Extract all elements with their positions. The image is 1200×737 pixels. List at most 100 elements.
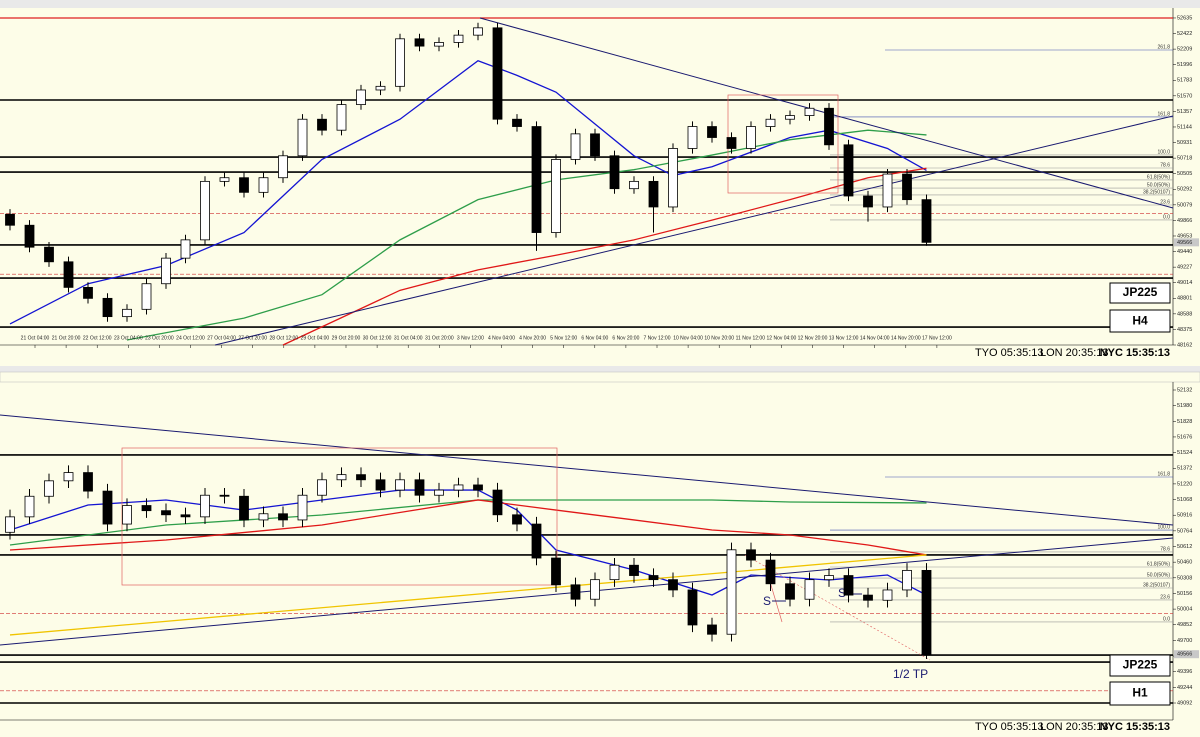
candle-body	[648, 180, 659, 208]
fib-label: 50.0(50%)	[1147, 572, 1170, 578]
candle-body	[648, 575, 659, 581]
x-tick-label: 23 Oct 20:00	[145, 335, 174, 341]
x-tick-label: 21 Oct 20:00	[52, 335, 81, 341]
y-tick-label: 52209	[1177, 47, 1192, 53]
y-tick-label: 49866	[1177, 218, 1192, 224]
y-tick-label: 51676	[1177, 434, 1192, 440]
y-tick-label: 50308	[1177, 575, 1192, 581]
clock: LON 20:35:13	[1040, 347, 1109, 359]
candle-body	[609, 564, 620, 581]
y-tick-label: 51996	[1177, 62, 1192, 68]
x-tick-label: 3 Nov 12:00	[457, 335, 484, 341]
candle-body	[726, 137, 737, 149]
fib-label: 23.6	[1160, 199, 1170, 205]
candle-body	[395, 38, 405, 87]
fib-label: 38.2(50107)	[1143, 582, 1170, 588]
candle-body	[317, 479, 327, 496]
panel-header	[0, 0, 1200, 8]
candle-body	[336, 104, 347, 131]
y-tick-label: 48375	[1177, 327, 1192, 333]
candle-body	[83, 286, 93, 299]
candle-body	[200, 180, 210, 241]
x-tick-label: 13 Nov 12:00	[829, 335, 859, 341]
candle-body	[863, 195, 873, 208]
y-tick-label: 50079	[1177, 202, 1192, 208]
candle-body	[492, 489, 503, 516]
trend-line	[0, 537, 1174, 646]
y-tick-label: 51068	[1177, 497, 1192, 503]
candle-body	[609, 155, 620, 190]
candle-body	[122, 308, 132, 318]
x-tick-label: 21 Oct 04:00	[21, 335, 50, 341]
candle-body	[512, 514, 522, 525]
last-price-box	[1174, 238, 1199, 247]
y-tick-label: 49244	[1177, 685, 1192, 691]
x-tick-label: 29 Oct 20:00	[332, 335, 361, 341]
candle-body	[882, 173, 893, 208]
x-tick-label: 27 Oct 04:00	[207, 335, 236, 341]
x-tick-label: 7 Nov 12:00	[644, 335, 671, 341]
candle-body	[180, 239, 191, 259]
annotation: S	[838, 586, 846, 600]
y-tick-label: 50764	[1177, 528, 1192, 534]
candle-body	[473, 484, 483, 491]
candle-body	[843, 144, 854, 197]
candle-body	[161, 257, 171, 285]
fib-label: 50.0(50%)	[1147, 182, 1170, 188]
candle-body	[707, 126, 717, 138]
candle-body	[395, 479, 405, 491]
candle-body	[921, 569, 932, 655]
y-tick-label: 49014	[1177, 280, 1192, 286]
x-tick-label: 28 Oct 12:00	[269, 335, 298, 341]
y-tick-label: 52422	[1177, 31, 1192, 37]
candle-body	[200, 494, 210, 518]
candle-body	[83, 472, 93, 492]
clock: NYC 15:35:13	[1100, 721, 1170, 733]
timeframe-label: H4	[1132, 314, 1148, 328]
candle-body	[902, 569, 912, 591]
clock: TYO 05:35:13	[975, 347, 1044, 359]
candle-body	[668, 579, 678, 591]
candle-body	[531, 523, 542, 559]
fib-label: 100.0	[1157, 149, 1170, 155]
candle-body	[102, 490, 113, 525]
last-price-label: 49566	[1177, 240, 1192, 246]
candle-body	[668, 148, 678, 208]
y-tick-label: 49396	[1177, 669, 1192, 675]
candle-body	[297, 118, 308, 157]
candle-body	[882, 589, 893, 601]
y-tick-label: 51220	[1177, 481, 1192, 487]
candle-body	[141, 283, 152, 310]
panel-header	[0, 371, 1200, 383]
candle-body	[687, 126, 698, 149]
symbol-label: JP225	[1123, 658, 1158, 672]
candle-body	[375, 479, 386, 491]
fib-label: 0.0	[1163, 214, 1170, 220]
x-tick-label: 6 Nov 04:00	[581, 335, 608, 341]
y-tick-label: 49092	[1177, 700, 1192, 706]
candle-body	[258, 513, 269, 521]
x-tick-label: 5 Nov 12:00	[550, 335, 577, 341]
y-tick-label: 50931	[1177, 140, 1192, 146]
y-tick-label: 50916	[1177, 513, 1192, 519]
moving-average	[9, 499, 927, 546]
y-tick-label: 48162	[1177, 342, 1192, 348]
timeframe-box	[1109, 309, 1171, 333]
y-tick-label: 50156	[1177, 591, 1192, 597]
candle-body	[278, 513, 288, 521]
clock: LON 20:35:13	[1040, 721, 1109, 733]
candle-body	[258, 177, 269, 193]
x-tick-label: 27 Oct 20:00	[238, 335, 267, 341]
y-tick-label: 50612	[1177, 544, 1192, 550]
symbol-box	[1109, 654, 1171, 677]
moving-average	[9, 60, 927, 325]
y-tick-label: 50505	[1177, 171, 1192, 177]
candle-body	[804, 579, 815, 600]
x-tick-label: 14 Nov 20:00	[891, 335, 921, 341]
candle-body	[863, 594, 873, 601]
y-tick-label: 50004	[1177, 607, 1192, 613]
candle-body	[453, 484, 464, 491]
y-tick-label: 51144	[1177, 124, 1192, 130]
trend-line	[214, 115, 1174, 346]
candle-body	[239, 177, 249, 193]
